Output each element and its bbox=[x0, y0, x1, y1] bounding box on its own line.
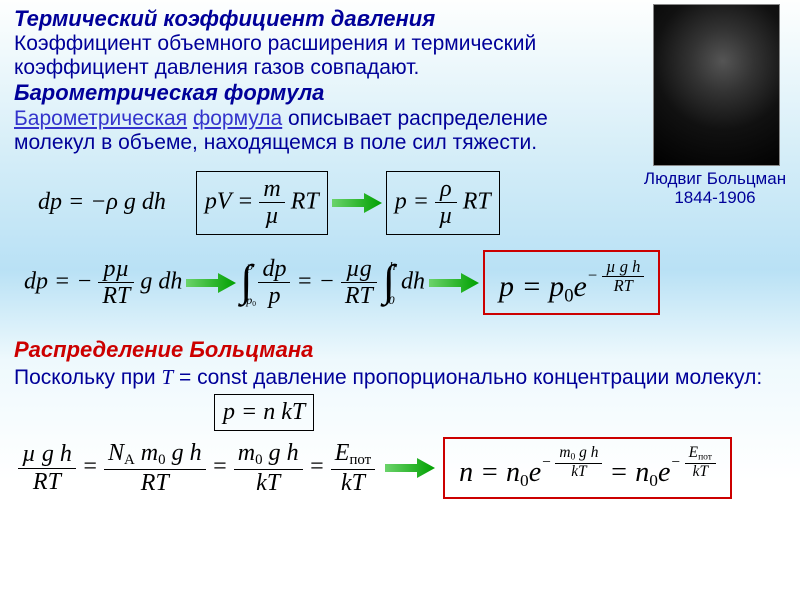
link-barometric1[interactable]: Барометрическая bbox=[14, 107, 187, 130]
eq-p-nkt: p = n kT bbox=[214, 394, 314, 431]
intro-text: Термический коэффициент давления Коэффиц… bbox=[14, 6, 614, 155]
formula-row-4: µ g h RT = NA m0 g h RT = m0 g h kT = Eп… bbox=[14, 437, 786, 499]
eq-boltzmann-final: n = n0e− m0 g h kT = n0e− Eпот kT bbox=[443, 437, 732, 499]
eq-ideal-gas: pV = m µ RT bbox=[196, 171, 328, 235]
heading-boltzmann-dist: Распределение Больцмана bbox=[14, 337, 786, 363]
heading-thermal-coeff: Термический коэффициент давления bbox=[14, 6, 435, 31]
link-barometric2[interactable]: формула bbox=[193, 107, 282, 130]
formula-row-3: p = n kT bbox=[14, 394, 786, 431]
eq-integrals: p ∫ p0 dp p = − µg RT h ∫ 0 dh bbox=[240, 256, 425, 310]
eq-barometric-final: p = p0e− µ g h RT bbox=[483, 250, 660, 315]
arrow-icon-2 bbox=[182, 271, 240, 295]
arrow-icon-3 bbox=[425, 271, 483, 295]
eq-exponent-chain: µ g h RT = NA m0 g h RT = m0 g h kT = Eп… bbox=[18, 440, 375, 496]
formula-row-2: dp = − pµ RT g dh p ∫ p0 dp p = − bbox=[14, 241, 786, 325]
eq-dp: dp = −ρ g dh bbox=[38, 189, 166, 216]
body3: Поскольку при T = const давление пропорц… bbox=[14, 365, 786, 390]
formula-row-1: dp = −ρ g dh pV = m µ RT p = ρ µ bbox=[14, 169, 786, 237]
arrow-icon-4 bbox=[381, 456, 439, 480]
heading-barometric: Барометрическая формула bbox=[14, 80, 324, 105]
portrait-boltzmann bbox=[653, 4, 780, 166]
eq-p-density: p = ρ µ RT bbox=[386, 171, 500, 235]
arrow-icon-1 bbox=[328, 191, 386, 215]
body1: Коэффициент объемного расширения и терми… bbox=[14, 32, 536, 79]
eq-dp-subst: dp = − pµ RT g dh bbox=[24, 256, 182, 310]
physics-slide: Людвиг Больцман 1844-1906 Термический ко… bbox=[0, 0, 800, 600]
